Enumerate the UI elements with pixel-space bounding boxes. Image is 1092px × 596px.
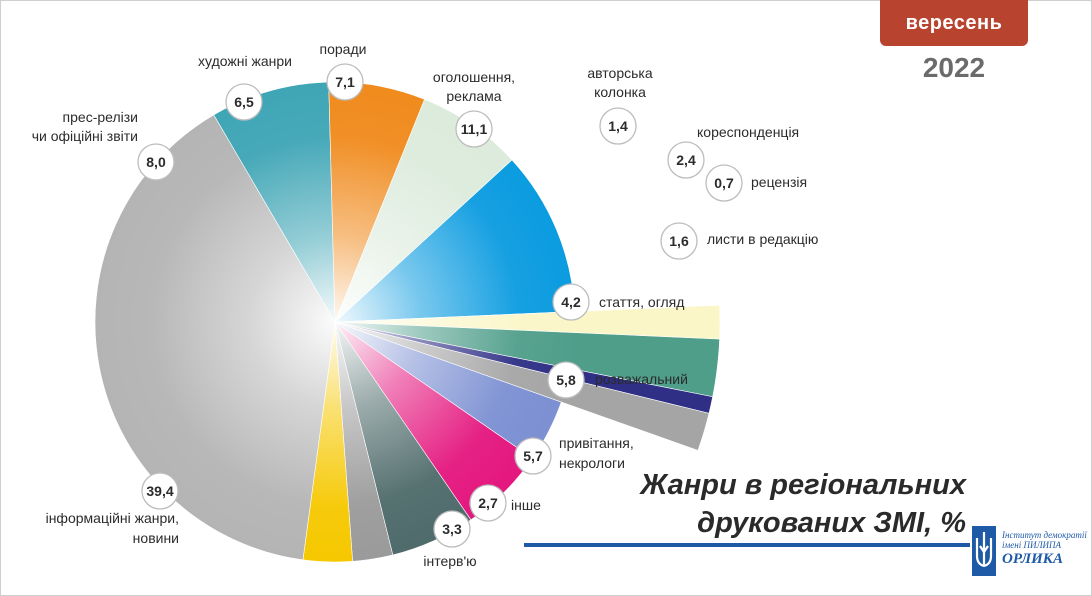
slice-label-7: 5,7 привітання, некрологи bbox=[514, 435, 634, 475]
slice-value: 39,4 bbox=[146, 483, 173, 499]
slice-category-label: колонка bbox=[594, 84, 646, 100]
value-bubble bbox=[660, 222, 698, 260]
slice-value: 5,8 bbox=[556, 372, 576, 388]
logo-line-1: Інститут демократії bbox=[1002, 530, 1087, 540]
chart-title: Жанри в регіональних друкованих ЗМІ, % bbox=[640, 466, 966, 542]
value-bubble bbox=[225, 83, 263, 121]
slice-category-label: листи в редакцію bbox=[707, 231, 818, 247]
slice-value: 2,4 bbox=[676, 152, 696, 168]
slice-value: 7,1 bbox=[335, 74, 355, 90]
slice-value: 1,6 bbox=[669, 233, 689, 249]
slice-value: 11,1 bbox=[461, 121, 488, 137]
slice-value: 1,4 bbox=[608, 118, 628, 134]
slice-category-label: прес-релізи bbox=[63, 109, 138, 125]
slice-value: 0,7 bbox=[714, 175, 734, 191]
slice-label-6: 5,8 розважальний bbox=[547, 361, 688, 399]
logo-line-2: імені ПИЛИПА bbox=[1002, 540, 1062, 550]
slice-value: 3,3 bbox=[442, 521, 462, 537]
slice-label-11: 8,0 прес-релізи чи офіційні звіти bbox=[32, 109, 175, 181]
slice-label-12: 6,5 художні жанри bbox=[198, 53, 292, 121]
chart-title-line-2: друкованих ЗМІ, % bbox=[697, 507, 966, 539]
slice-label-5: 4,2 стаття, огляд bbox=[552, 283, 684, 321]
slice-value: 5,7 bbox=[523, 448, 543, 464]
year-label: 2022 bbox=[922, 52, 986, 83]
slice-category-label: поради bbox=[320, 41, 367, 57]
slice-category-label: інше bbox=[511, 497, 541, 513]
slice-label-10: 39,4 інформаційні жанри, новини bbox=[46, 472, 179, 546]
logo-text: Інститут демократії імені ПИЛИПА ОРЛИКА bbox=[1002, 530, 1087, 568]
logo-line-3: ОРЛИКА bbox=[1002, 551, 1063, 567]
slice-value: 4,2 bbox=[561, 294, 581, 310]
slice-label-0: 11,1 оголошення, реклама bbox=[433, 69, 515, 148]
slice-value: 6,5 bbox=[234, 94, 254, 110]
chart-title-line-1: Жанри в регіональних bbox=[640, 469, 966, 501]
slice-category-label: чи офіційні звіти bbox=[32, 128, 138, 144]
slice-label-1: 1,4 авторська колонка bbox=[587, 65, 653, 145]
value-bubble bbox=[141, 472, 179, 510]
value-bubble bbox=[137, 143, 175, 181]
slice-category-label: художні жанри bbox=[198, 53, 292, 69]
value-bubble bbox=[433, 510, 471, 548]
value-bubble bbox=[514, 437, 552, 475]
slice-category-label: авторська bbox=[587, 65, 652, 81]
value-bubble bbox=[469, 484, 507, 522]
slice-category-label: некрологи bbox=[559, 455, 625, 471]
slice-category-label: стаття, огляд bbox=[599, 294, 684, 310]
slice-label-8: 2,7 інше bbox=[469, 484, 541, 522]
slice-category-label: привітання, bbox=[559, 435, 634, 451]
slice-label-9: 3,3 інтерв'ю bbox=[423, 510, 477, 569]
value-bubble bbox=[547, 361, 585, 399]
value-bubble bbox=[552, 283, 590, 321]
slice-value: 8,0 bbox=[146, 154, 166, 170]
slice-category-label: інтерв'ю bbox=[423, 553, 476, 569]
value-bubble bbox=[667, 141, 705, 179]
value-bubble bbox=[705, 164, 743, 202]
value-bubble bbox=[455, 110, 493, 148]
title-underline bbox=[524, 543, 970, 547]
slice-label-4: 1,6 листи в редакцію bbox=[660, 222, 818, 260]
slice-category-label: розважальний bbox=[595, 371, 688, 387]
slice-category-label: оголошення, bbox=[433, 69, 515, 85]
slice-category-label: кореспонденція bbox=[697, 124, 799, 140]
slice-category-label: новини bbox=[133, 530, 179, 546]
slice-category-label: реклама bbox=[446, 88, 501, 104]
month-badge: вересень bbox=[880, 0, 1028, 46]
value-bubble bbox=[599, 107, 637, 145]
institute-logo: Інститут демократії імені ПИЛИПА ОРЛИКА bbox=[972, 526, 1087, 584]
slice-category-label: інформаційні жанри, bbox=[46, 510, 179, 526]
value-bubble bbox=[326, 63, 364, 101]
slice-value: 2,7 bbox=[478, 495, 498, 511]
slice-label-3: 0,7 рецензія bbox=[705, 164, 807, 202]
trident-icon bbox=[972, 526, 996, 576]
slice-category-label: рецензія bbox=[751, 174, 807, 190]
slice-label-13: 7,1 поради bbox=[320, 41, 367, 101]
